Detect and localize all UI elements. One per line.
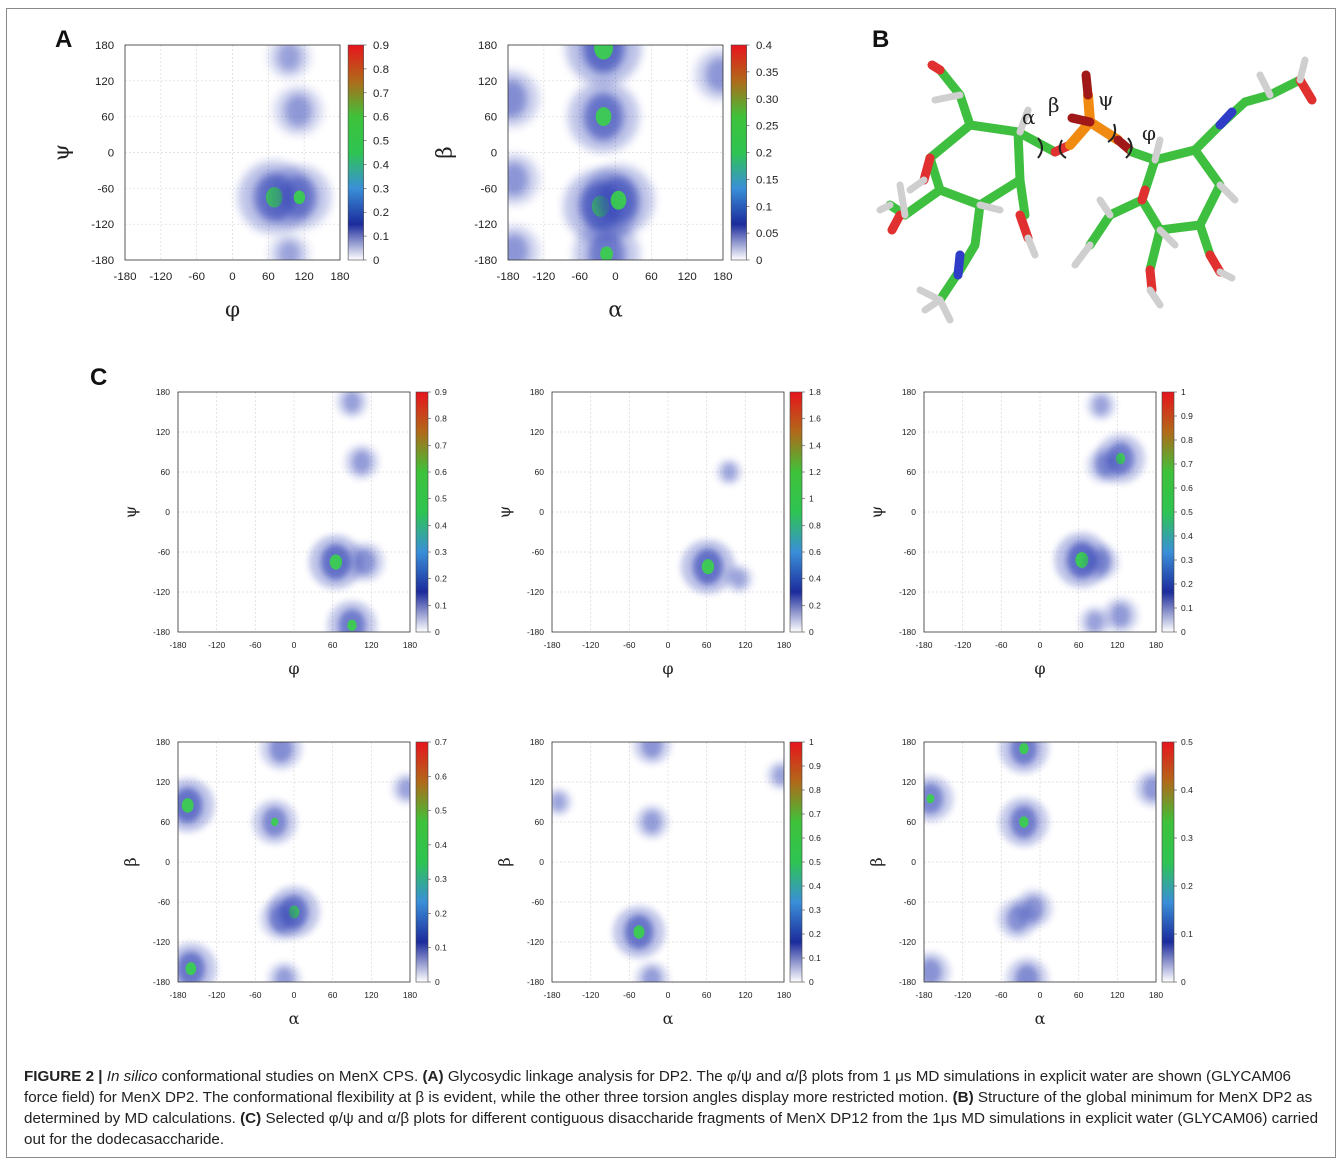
caption-c-label: (C) xyxy=(240,1110,262,1127)
panel-label-a: A xyxy=(55,26,73,53)
angle-label-psi: ψ xyxy=(1098,87,1114,111)
figure-caption: FIGURE 2 | In silico conformational stud… xyxy=(24,1066,1324,1150)
caption-b-label: (B) xyxy=(952,1089,974,1106)
figure-frame xyxy=(6,8,1336,1158)
caption-figure-label: FIGURE 2 | xyxy=(24,1068,103,1085)
caption-title-italic: In silico xyxy=(106,1068,158,1085)
caption-b-text: Structure of the global minimum for MenX… xyxy=(24,1089,1313,1127)
angle-label-beta: β xyxy=(1048,93,1060,117)
panel-label-b: B xyxy=(872,26,890,53)
caption-c-text: Selected φ/ψ and α/β plots for different… xyxy=(24,1110,1319,1148)
angle-label-phi: φ xyxy=(1142,121,1156,145)
angle-label-alpha: α xyxy=(1022,105,1036,129)
caption-a-text: Glycosydic linkage analysis for DP2. The… xyxy=(24,1068,1292,1106)
right-sugar-ring xyxy=(1085,75,1305,275)
panel-label-c: C xyxy=(90,364,108,391)
caption-title: conformational studies on MenX CPS. xyxy=(157,1068,419,1085)
molecule-structure-illustration: α β ψ φ xyxy=(876,56,1317,324)
caption-a-label: (A) xyxy=(422,1068,444,1085)
